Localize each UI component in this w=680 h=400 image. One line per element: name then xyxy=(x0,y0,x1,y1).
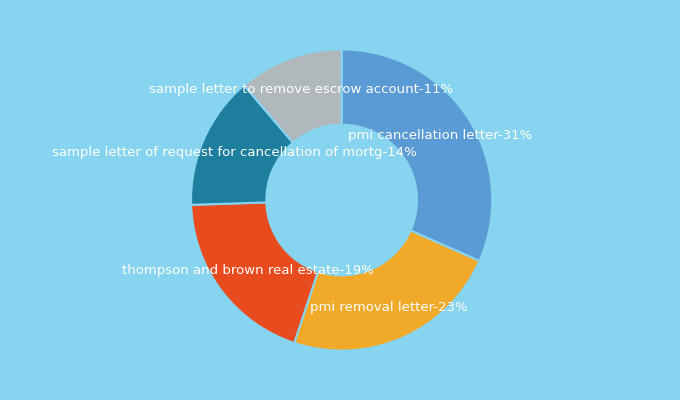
Text: sample letter of request for cancellation of mortg-14%: sample letter of request for cancellatio… xyxy=(52,146,417,159)
Wedge shape xyxy=(244,49,341,143)
Wedge shape xyxy=(191,85,293,205)
Wedge shape xyxy=(294,230,479,351)
Text: sample letter to remove escrow account-11%: sample letter to remove escrow account-1… xyxy=(149,83,454,96)
Text: pmi removal letter-23%: pmi removal letter-23% xyxy=(311,301,468,314)
Text: pmi cancellation letter-31%: pmi cancellation letter-31% xyxy=(348,129,532,142)
Text: thompson and brown real estate-19%: thompson and brown real estate-19% xyxy=(122,264,373,277)
Wedge shape xyxy=(191,202,318,343)
Wedge shape xyxy=(341,49,492,261)
